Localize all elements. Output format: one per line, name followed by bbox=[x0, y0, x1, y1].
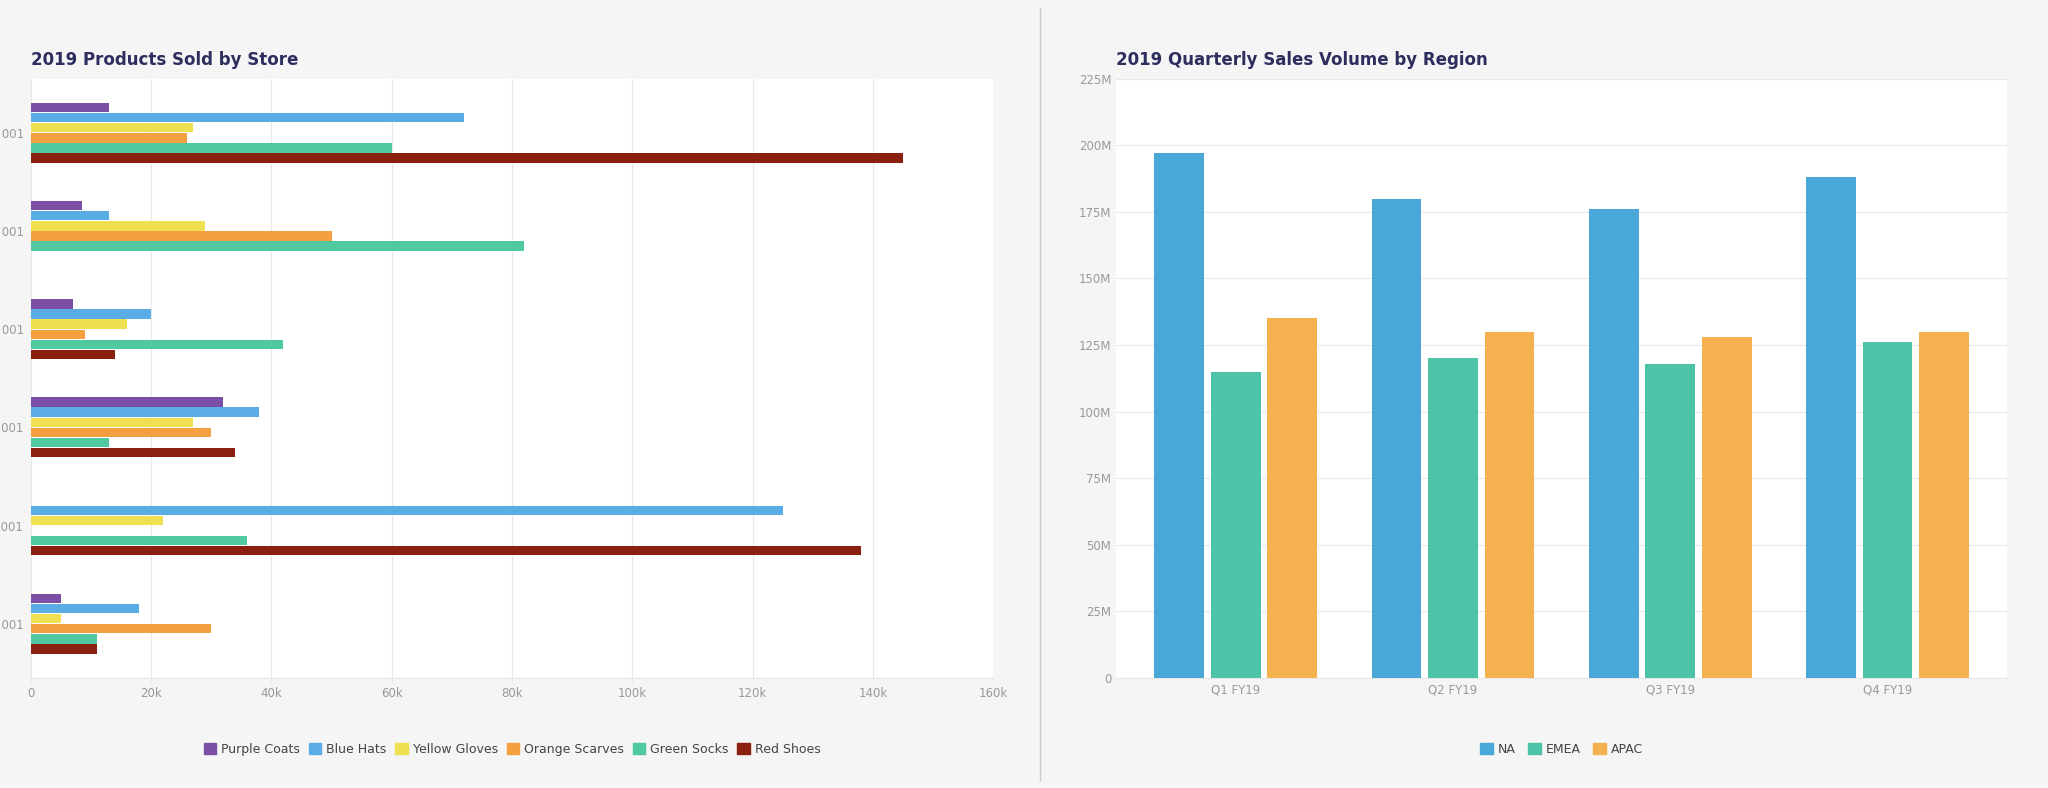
Bar bbox=[31, 624, 211, 634]
Bar bbox=[31, 516, 164, 525]
Bar bbox=[31, 211, 109, 221]
Bar bbox=[1268, 318, 1317, 678]
Bar bbox=[31, 350, 115, 359]
Bar bbox=[1372, 199, 1421, 678]
Text: 2019 Products Sold by Store: 2019 Products Sold by Store bbox=[31, 51, 299, 69]
Bar bbox=[31, 536, 248, 545]
Bar bbox=[31, 634, 96, 644]
Legend: Purple Coats, Blue Hats, Yellow Gloves, Orange Scarves, Green Socks, Red Shoes: Purple Coats, Blue Hats, Yellow Gloves, … bbox=[199, 738, 825, 761]
Bar bbox=[31, 407, 260, 417]
Bar bbox=[31, 604, 139, 613]
Bar bbox=[31, 418, 193, 427]
Bar bbox=[31, 593, 61, 603]
Bar bbox=[1485, 332, 1534, 678]
Bar bbox=[31, 201, 82, 210]
Bar bbox=[1589, 210, 1638, 678]
Bar bbox=[31, 143, 391, 153]
Bar bbox=[1864, 342, 1913, 678]
Bar bbox=[31, 428, 211, 437]
Bar bbox=[1155, 154, 1204, 678]
Bar bbox=[31, 299, 74, 309]
Bar bbox=[31, 113, 463, 122]
Bar bbox=[31, 221, 205, 231]
Bar bbox=[31, 645, 96, 653]
Bar bbox=[31, 329, 84, 339]
Bar bbox=[31, 232, 332, 240]
Bar bbox=[31, 340, 283, 349]
Bar bbox=[1806, 177, 1855, 678]
Bar bbox=[1427, 359, 1479, 678]
Bar bbox=[1919, 332, 1968, 678]
Bar bbox=[31, 310, 152, 318]
Bar bbox=[1645, 363, 1696, 678]
Bar bbox=[31, 319, 127, 329]
Bar bbox=[31, 614, 61, 623]
Bar bbox=[31, 546, 860, 556]
Bar bbox=[1210, 372, 1260, 678]
Bar bbox=[31, 154, 903, 163]
Legend: NA, EMEA, APAC: NA, EMEA, APAC bbox=[1475, 738, 1649, 761]
Bar bbox=[31, 448, 236, 457]
Bar bbox=[31, 438, 109, 447]
Bar bbox=[31, 123, 193, 132]
Bar bbox=[31, 397, 223, 407]
Text: 2019 Quarterly Sales Volume by Region: 2019 Quarterly Sales Volume by Region bbox=[1116, 51, 1489, 69]
Bar bbox=[31, 506, 782, 515]
Bar bbox=[1702, 337, 1751, 678]
Bar bbox=[31, 133, 186, 143]
Bar bbox=[31, 241, 524, 251]
Bar bbox=[31, 103, 109, 112]
